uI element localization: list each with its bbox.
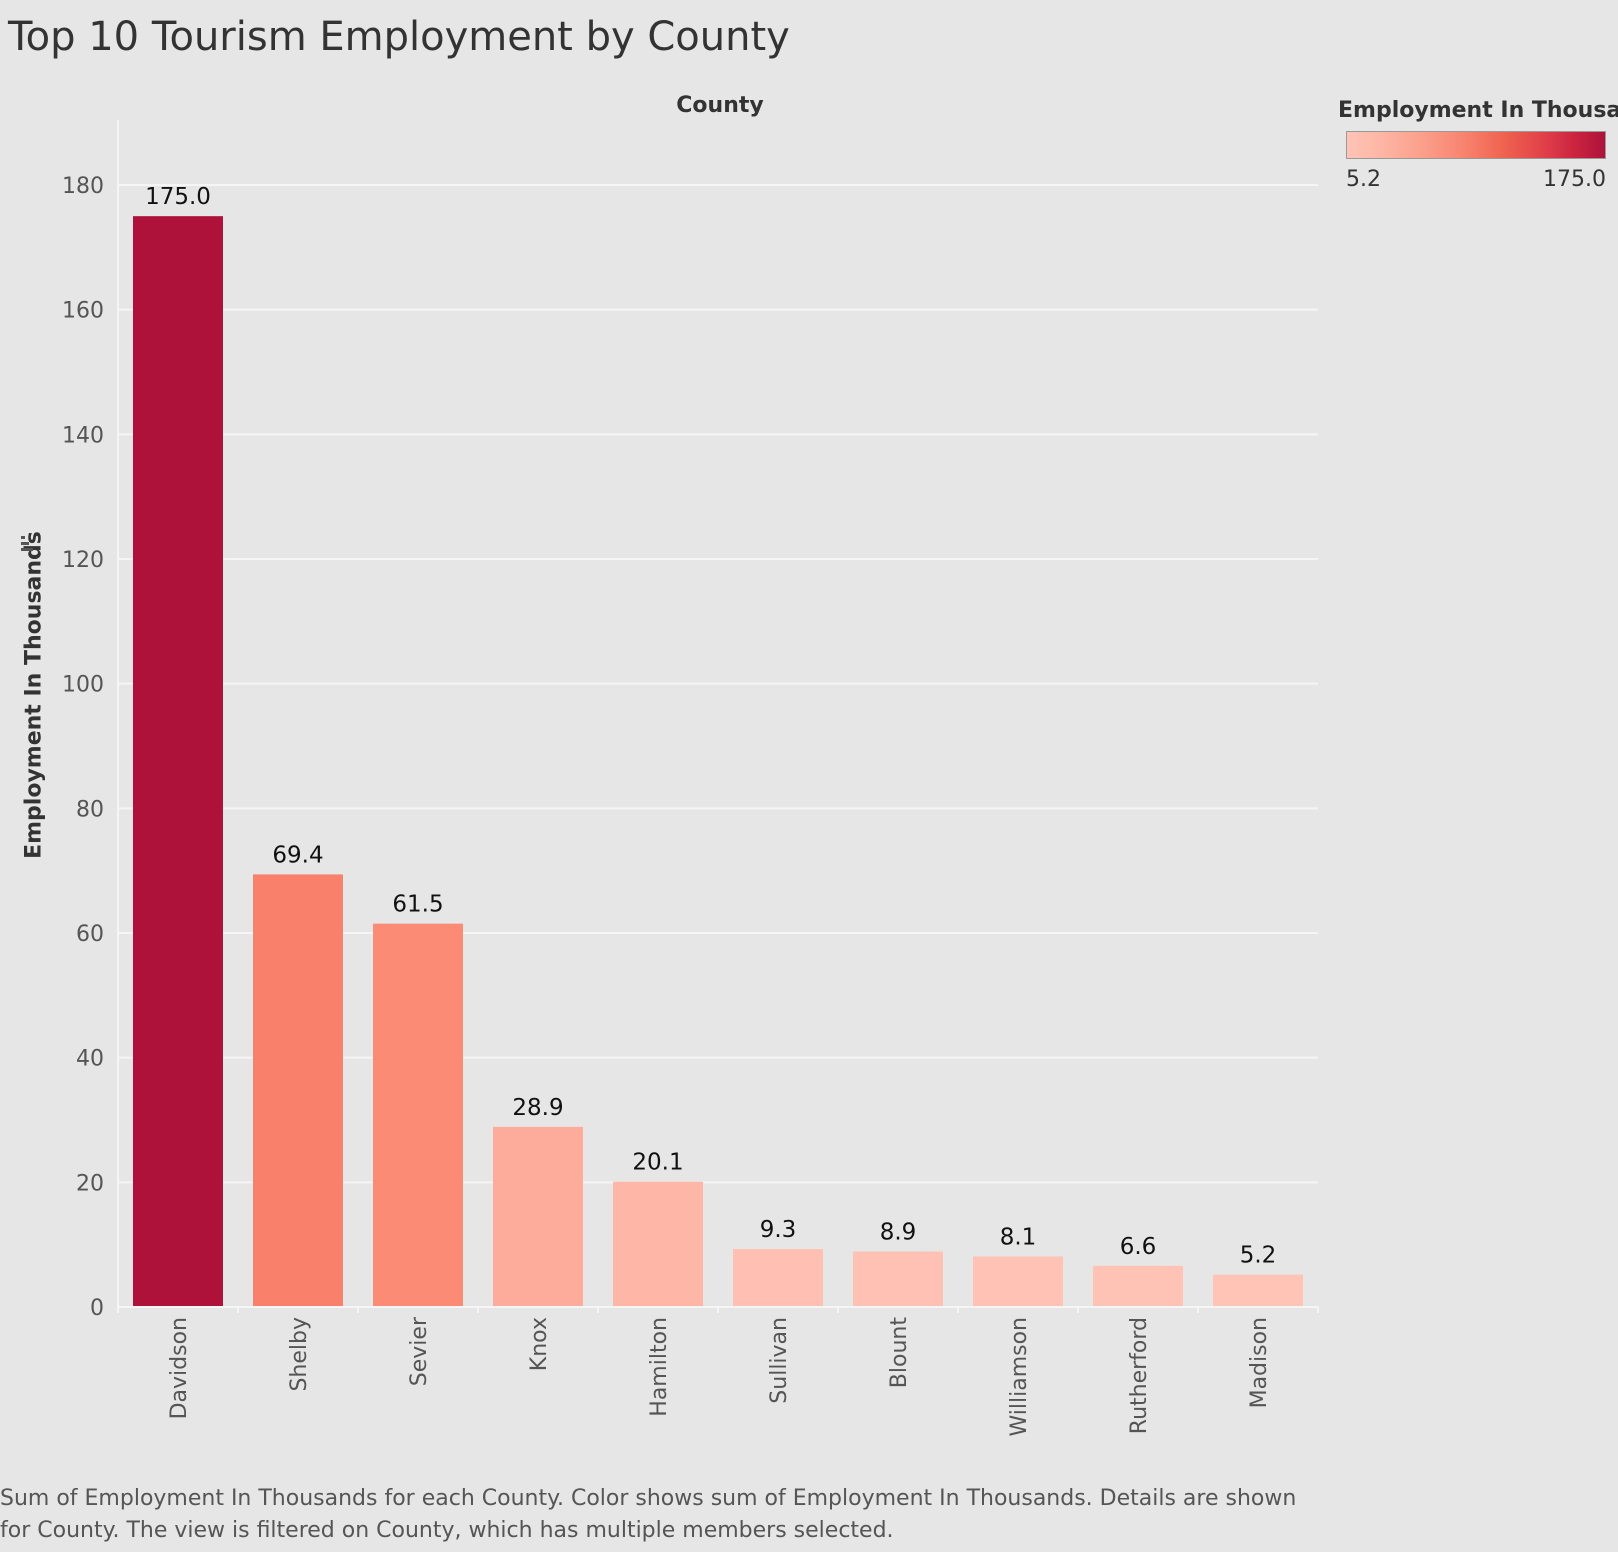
bar-knox: [493, 1126, 583, 1307]
y-tick-label: 180: [62, 174, 104, 199]
x-tick-label: Hamilton: [647, 1317, 672, 1417]
value-label: 9.3: [760, 1217, 797, 1243]
value-label: 175.0: [145, 184, 211, 210]
value-label: 8.9: [880, 1220, 917, 1246]
y-tick-label: 140: [62, 423, 104, 448]
bar-chart: 0 20 40 60 80 100 120 140 160 180 175.0 69.4 61.5 28…: [62, 120, 1319, 1437]
value-labels: 175.0 69.4 61.5 28.9 20.1 9.3 8.9 8.1 6.6 5.2: [145, 184, 1276, 1268]
value-label: 8.1: [1000, 1225, 1037, 1251]
value-label: 61.5: [392, 892, 443, 918]
bar-williamson: [973, 1256, 1063, 1307]
y-axis-ticks: 0 20 40 60 80 100 120 140 160 180: [62, 174, 104, 1321]
bar-sevier: [373, 923, 463, 1307]
x-tick-label: Shelby: [287, 1317, 312, 1392]
bar-sullivan: [733, 1249, 823, 1307]
x-tick-label: Blount: [887, 1317, 912, 1389]
y-tick-label: 20: [76, 1171, 104, 1196]
color-legend[interactable]: Employment In Thousa.. 5.2 175.0: [1338, 98, 1618, 192]
y-tick-label: 40: [76, 1047, 104, 1072]
x-tick-label: Davidson: [167, 1317, 192, 1419]
bar-davidson: [133, 216, 223, 1308]
gridlines: [117, 120, 1318, 1313]
x-tick-label: Knox: [527, 1317, 552, 1371]
y-tick-label: 80: [76, 797, 104, 822]
bar-madison: [1213, 1274, 1303, 1307]
value-label: 69.4: [272, 842, 323, 868]
chart-title: Top 10 Tourism Employment by County: [8, 14, 790, 60]
bar-rutherford: [1093, 1265, 1183, 1307]
x-tick-label: Williamson: [1007, 1317, 1032, 1437]
x-tick-label: Sevier: [407, 1316, 432, 1386]
value-label: 5.2: [1240, 1243, 1277, 1269]
x-tick-label: Madison: [1247, 1317, 1272, 1408]
sort-icon[interactable]: [21, 536, 37, 556]
y-tick-label: 120: [62, 548, 104, 573]
legend-min-label: 5.2: [1346, 167, 1381, 192]
x-axis-line: [118, 1306, 1319, 1313]
bar-blount: [853, 1251, 943, 1307]
bar-shelby: [253, 874, 343, 1307]
value-label: 28.9: [512, 1095, 563, 1121]
y-tick-label: 60: [76, 922, 104, 947]
legend-title: Employment In Thousa..: [1338, 98, 1618, 123]
value-label: 6.6: [1120, 1234, 1157, 1260]
y-tick-label: 100: [62, 673, 104, 698]
x-axis-header: County: [676, 93, 764, 118]
x-tick-label: Rutherford: [1127, 1317, 1152, 1434]
bars: [133, 216, 1303, 1308]
x-axis-labels: Davidson Shelby Sevier Knox Hamilton Sullivan…: [167, 1316, 1272, 1436]
bar-hamilton: [613, 1181, 703, 1307]
legend-max-label: 175.0: [1543, 167, 1606, 192]
legend-color-ramp: [1346, 131, 1606, 159]
y-tick-label: 160: [62, 299, 104, 324]
y-tick-label: 0: [90, 1296, 104, 1321]
x-tick-label: Sullivan: [767, 1317, 792, 1404]
value-label: 20.1: [632, 1150, 683, 1176]
chart-caption: Sum of Employment In Thousands for each …: [0, 1486, 1297, 1543]
